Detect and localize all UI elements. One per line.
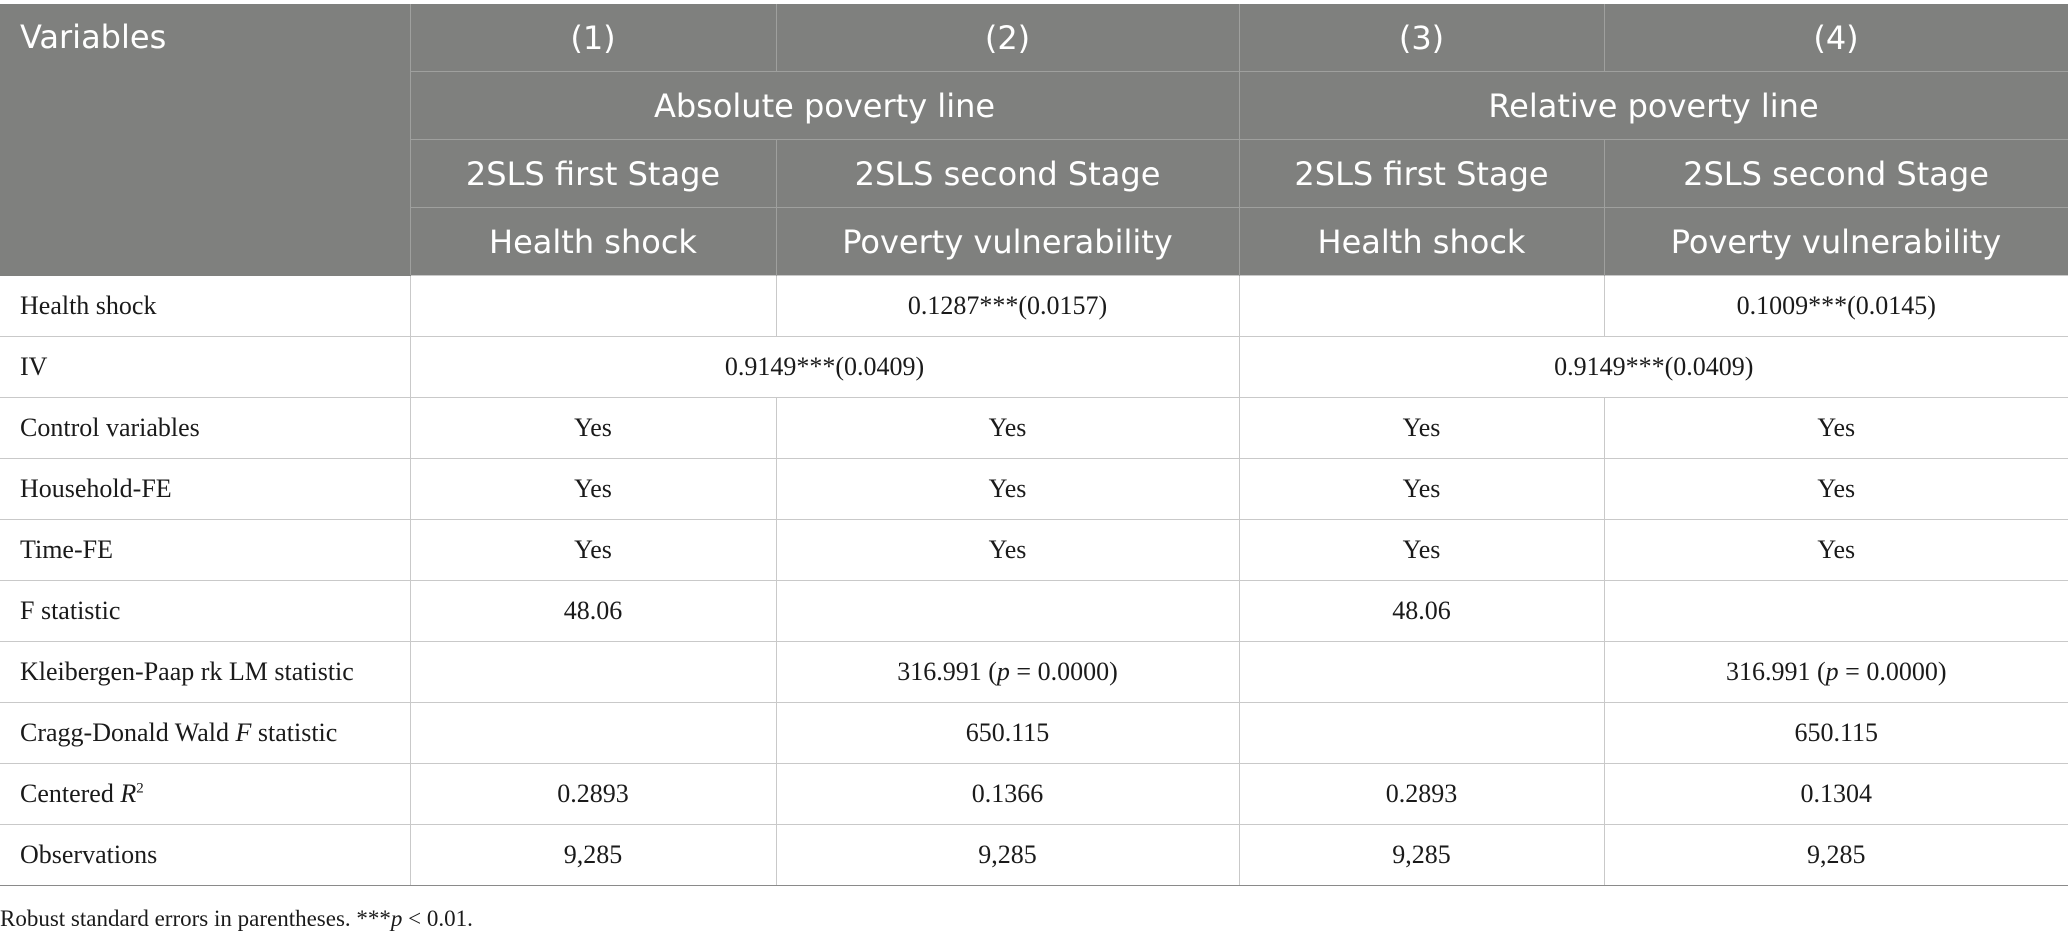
cell-value: 0.1287***(0.0157) xyxy=(775,275,1240,337)
cell-empty xyxy=(409,275,777,337)
stage-label-1: 2SLS first Stage xyxy=(410,139,777,208)
superscript-2: 2 xyxy=(136,780,144,797)
cell-value: Yes xyxy=(775,458,1240,520)
row-label: Centered R2 xyxy=(0,763,411,825)
row-label: Cragg-Donald Wald F statistic xyxy=(0,702,411,764)
cell-value: 0.2893 xyxy=(1238,763,1605,825)
cell-value: Yes xyxy=(1603,458,2068,520)
cell-value: 0.2893 xyxy=(409,763,777,825)
table-row-household-fe: Household-FE Yes Yes Yes Yes xyxy=(0,458,2068,520)
cell-empty xyxy=(409,641,777,703)
table-row-kleibergen-paap: Kleibergen-Paap rk LM statistic 316.991 … xyxy=(0,641,2068,703)
row-label: IV xyxy=(0,336,411,398)
cell-value: 0.1366 xyxy=(775,763,1240,825)
cell-value: 9,285 xyxy=(409,824,777,886)
table-row-cragg-donald: Cragg-Donald Wald F statistic 650.115 65… xyxy=(0,702,2068,764)
cell-value: Yes xyxy=(775,397,1240,459)
dependent-label-1: Health shock xyxy=(410,207,777,276)
cell-empty xyxy=(775,580,1240,642)
cell-value: 650.115 xyxy=(1603,702,2068,764)
cell-value: Yes xyxy=(1238,458,1605,520)
row-label: F statistic xyxy=(0,580,411,642)
value-suffix: = 0.0000) xyxy=(1838,657,1947,686)
cell-value: Yes xyxy=(409,397,777,459)
cell-value: Yes xyxy=(1603,397,2068,459)
footnote-prefix: Robust standard errors in parentheses. *… xyxy=(0,906,391,931)
cell-empty xyxy=(1238,275,1605,337)
p-symbol: p xyxy=(996,657,1010,686)
cell-value: 0.9149***(0.0409) xyxy=(409,336,1240,398)
group-absolute-poverty-line: Absolute poverty line xyxy=(410,71,1240,140)
r-symbol: R xyxy=(120,779,137,808)
cell-value: Yes xyxy=(1603,519,2068,581)
value-suffix: = 0.0000) xyxy=(1009,657,1118,686)
cell-value: 9,285 xyxy=(1603,824,2068,886)
table-row-f-statistic: F statistic 48.06 48.06 xyxy=(0,580,2068,642)
cell-empty xyxy=(1238,641,1605,703)
group-relative-poverty-line: Relative poverty line xyxy=(1239,71,2068,140)
cell-empty xyxy=(1238,702,1605,764)
cell-empty xyxy=(1603,580,2068,642)
table-row-time-fe: Time-FE Yes Yes Yes Yes xyxy=(0,519,2068,581)
row-label: Health shock xyxy=(0,275,411,337)
cell-value: Yes xyxy=(1238,519,1605,581)
row-label: Time-FE xyxy=(0,519,411,581)
column-number-2: (2) xyxy=(776,4,1240,72)
cell-value: Yes xyxy=(775,519,1240,581)
cell-value: 650.115 xyxy=(775,702,1240,764)
stage-label-4: 2SLS second Stage xyxy=(1604,139,2068,208)
f-symbol: F xyxy=(235,718,252,747)
cell-value: 0.1304 xyxy=(1603,763,2068,825)
table-row-control-variables: Control variables Yes Yes Yes Yes xyxy=(0,397,2068,459)
column-number-3: (3) xyxy=(1239,4,1605,72)
table-header: Variables (1) (2) (3) (4) Absolute pover… xyxy=(0,4,2068,276)
value-prefix: 316.991 ( xyxy=(897,657,997,686)
row-label: Control variables xyxy=(0,397,411,459)
table-row-centered-r2: Centered R2 0.2893 0.1366 0.2893 0.1304 xyxy=(0,763,2068,825)
header-row-groups: Absolute poverty line Relative poverty l… xyxy=(0,71,2068,140)
header-row-column-numbers: Variables (1) (2) (3) (4) xyxy=(0,4,2068,276)
footnote-suffix: < 0.01. xyxy=(402,906,473,931)
table-row-iv: IV 0.9149***(0.0409) 0.9149***(0.0409) xyxy=(0,336,2068,398)
table-row-health-shock: Health shock 0.1287***(0.0157) 0.1009***… xyxy=(0,275,2068,337)
column-number-4: (4) xyxy=(1604,4,2068,72)
row-label: Observations xyxy=(0,824,411,886)
header-row-dependents: Health shock Poverty vulnerability Healt… xyxy=(0,207,2068,276)
cell-value: 9,285 xyxy=(775,824,1240,886)
cell-value: 0.9149***(0.0409) xyxy=(1238,336,2068,398)
regression-results-table: Variables (1) (2) (3) (4) Absolute pover… xyxy=(0,4,2068,886)
p-symbol: p xyxy=(390,906,403,931)
cell-value: 0.1009***(0.0145) xyxy=(1603,275,2068,337)
cell-value: 9,285 xyxy=(1238,824,1605,886)
header-row-stages: 2SLS first Stage 2SLS second Stage 2SLS … xyxy=(0,139,2068,208)
column-number-1: (1) xyxy=(410,4,777,72)
dependent-label-2: Poverty vulnerability xyxy=(776,207,1240,276)
cell-empty xyxy=(409,702,777,764)
dependent-label-4: Poverty vulnerability xyxy=(1604,207,2068,276)
cell-value: 316.991 (p = 0.0000) xyxy=(1603,641,2068,703)
p-symbol: p xyxy=(1825,657,1839,686)
row-label: Kleibergen-Paap rk LM statistic xyxy=(0,641,411,703)
label-suffix: statistic xyxy=(251,718,338,747)
stage-label-2: 2SLS second Stage xyxy=(776,139,1240,208)
cell-value: 48.06 xyxy=(1238,580,1605,642)
row-label: Household-FE xyxy=(0,458,411,520)
label-prefix: Cragg-Donald Wald xyxy=(20,718,236,747)
table-body: Health shock 0.1287***(0.0157) 0.1009***… xyxy=(0,275,2068,886)
cell-value: 316.991 (p = 0.0000) xyxy=(775,641,1240,703)
cell-value: 48.06 xyxy=(409,580,777,642)
table-footnote: Robust standard errors in parentheses. *… xyxy=(0,906,473,932)
cell-value: Yes xyxy=(409,458,777,520)
cell-value: Yes xyxy=(409,519,777,581)
label-prefix: Centered xyxy=(20,779,121,808)
cell-value: Yes xyxy=(1238,397,1605,459)
dependent-label-3: Health shock xyxy=(1239,207,1605,276)
table-row-observations: Observations 9,285 9,285 9,285 9,285 xyxy=(0,824,2068,886)
value-prefix: 316.991 ( xyxy=(1726,657,1826,686)
variables-header: Variables xyxy=(0,4,411,276)
stage-label-3: 2SLS first Stage xyxy=(1239,139,1605,208)
